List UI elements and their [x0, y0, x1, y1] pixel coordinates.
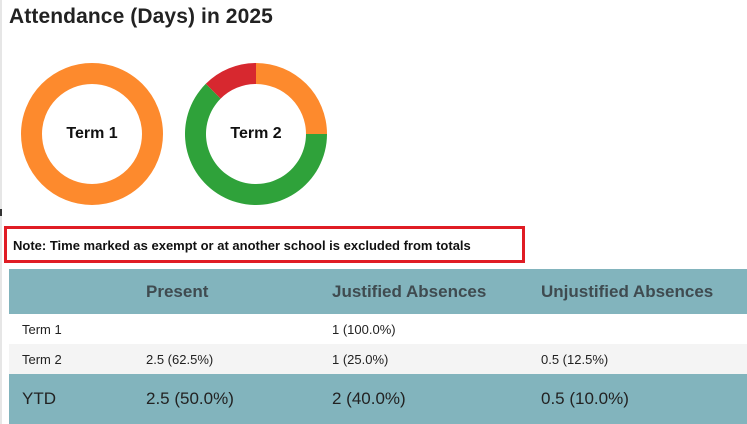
- note-text: Note: Time marked as exempt or at anothe…: [13, 238, 471, 253]
- cell-ytd-unjustified: 0.5 (10.0%): [541, 374, 747, 424]
- table-row-term-2: Term 2 2.5 (62.5%) 1 (25.0%) 0.5 (12.5%): [9, 344, 747, 374]
- donut-slice-justified-absences: [21, 63, 163, 205]
- cell-justified: 1 (100.0%): [332, 314, 541, 344]
- note-box: Note: Time marked as exempt or at anothe…: [4, 226, 525, 263]
- cell-ytd-present: 2.5 (50.0%): [146, 374, 332, 424]
- table-row-term-1: Term 1 1 (100.0%): [9, 314, 747, 344]
- header-unjustified-absences: Unjustified Absences: [541, 269, 747, 314]
- header-present: Present: [146, 269, 332, 314]
- edge-tick-mark: [0, 209, 2, 216]
- attendance-table: Present Justified Absences Unjustified A…: [9, 269, 747, 424]
- cell-justified: 1 (25.0%): [332, 344, 541, 374]
- donut-slice-present: [185, 83, 327, 205]
- table-header-row: Present Justified Absences Unjustified A…: [9, 269, 747, 314]
- cell-term-label: Term 1: [9, 314, 146, 344]
- donut-slice-unjustified-absences: [205, 63, 256, 99]
- header-justified-absences: Justified Absences: [332, 269, 541, 314]
- page-title: Attendance (Days) in 2025: [9, 5, 273, 28]
- cell-unjustified: 0.5 (12.5%): [541, 344, 747, 374]
- header-blank: [9, 269, 146, 314]
- term-1-donut-label: Term 1: [66, 125, 118, 142]
- term-1-donut-chart: Term 1: [20, 62, 164, 206]
- cell-ytd-justified: 2 (40.0%): [332, 374, 541, 424]
- term-2-donut-label: Term 2: [230, 125, 282, 142]
- term-2-donut-chart: Term 2: [184, 62, 328, 206]
- donut-slice-justified-absences: [256, 63, 327, 134]
- cell-term-label: Term 2: [9, 344, 146, 374]
- term-1-donut-svg: [21, 63, 163, 205]
- cell-present: [146, 314, 332, 344]
- cell-ytd-label: YTD: [9, 374, 146, 424]
- cell-present: 2.5 (62.5%): [146, 344, 332, 374]
- table-row-ytd: YTD 2.5 (50.0%) 2 (40.0%) 0.5 (10.0%): [9, 374, 747, 424]
- term-2-donut-svg: [185, 63, 327, 205]
- cell-unjustified: [541, 314, 747, 344]
